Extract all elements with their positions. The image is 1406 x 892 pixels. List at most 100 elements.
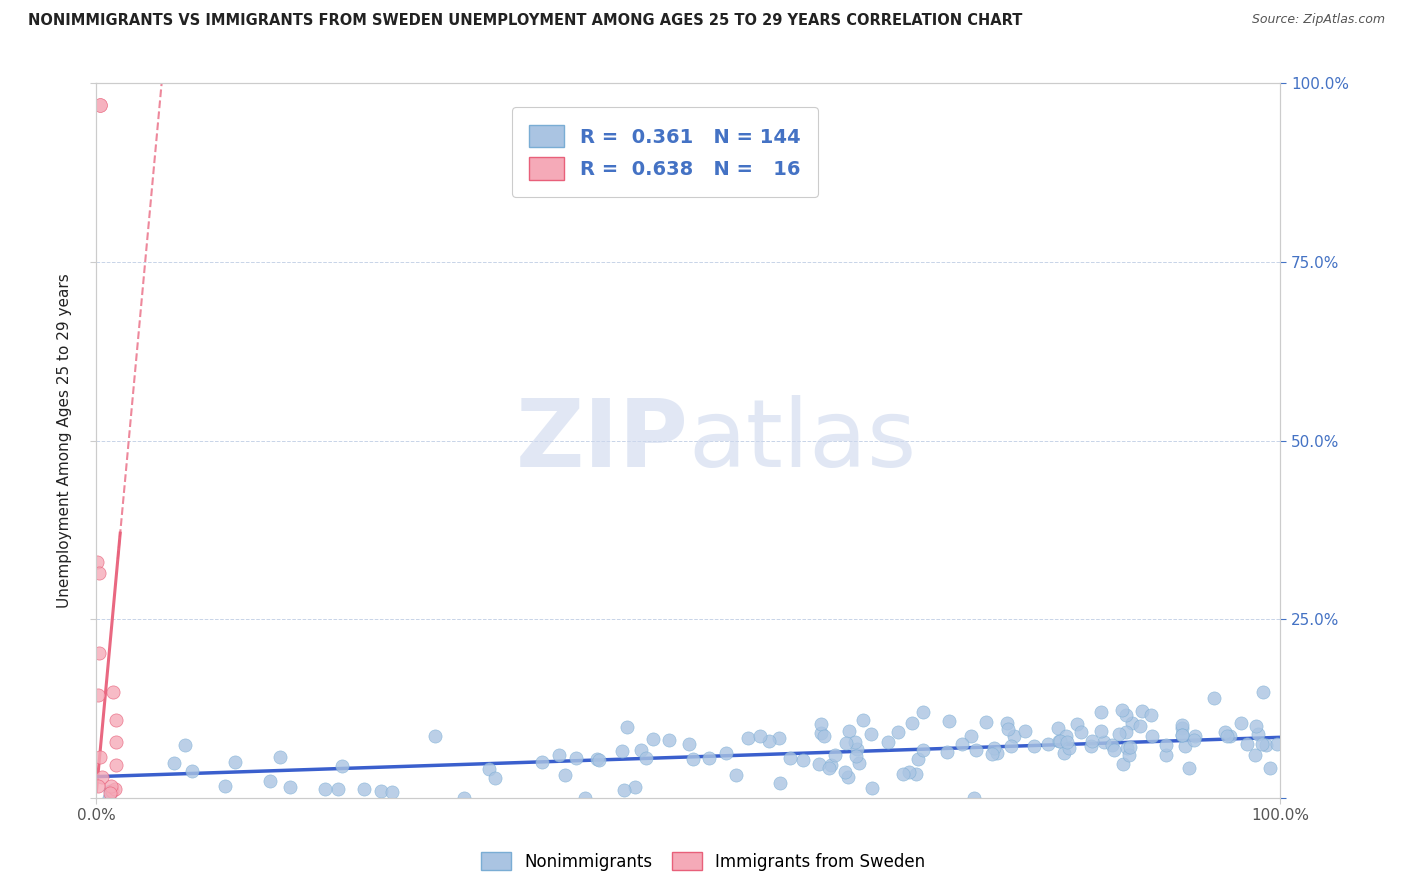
Point bbox=[1070, 725, 1092, 739]
Point bbox=[610, 744, 633, 758]
Point bbox=[224, 755, 246, 769]
Point bbox=[965, 743, 987, 757]
Point bbox=[1080, 739, 1102, 754]
Legend: Nonimmigrants, Immigrants from Sweden: Nonimmigrants, Immigrants from Sweden bbox=[472, 844, 934, 880]
Point bbox=[820, 758, 842, 772]
Point bbox=[678, 737, 700, 751]
Point bbox=[478, 762, 501, 776]
Point bbox=[898, 765, 921, 780]
Point bbox=[980, 747, 1002, 762]
Point bbox=[1184, 733, 1206, 747]
Point bbox=[1213, 725, 1236, 739]
Point bbox=[891, 766, 914, 780]
Point bbox=[531, 755, 554, 769]
Point bbox=[835, 736, 858, 750]
Point bbox=[163, 756, 186, 771]
Point bbox=[87, 779, 110, 793]
Point bbox=[1108, 727, 1130, 741]
Point bbox=[1118, 748, 1140, 763]
Point bbox=[1066, 716, 1088, 731]
Point bbox=[1054, 729, 1077, 743]
Text: NONIMMIGRANTS VS IMMIGRANTS FROM SWEDEN UNEMPLOYMENT AMONG AGES 25 TO 29 YEARS C: NONIMMIGRANTS VS IMMIGRANTS FROM SWEDEN … bbox=[28, 13, 1022, 29]
Point bbox=[877, 734, 900, 748]
Point bbox=[852, 713, 875, 727]
Point bbox=[574, 791, 596, 805]
Point bbox=[901, 716, 924, 731]
Point bbox=[1243, 747, 1265, 762]
Point bbox=[860, 780, 883, 795]
Point bbox=[912, 743, 935, 757]
Point bbox=[1022, 739, 1045, 753]
Point bbox=[912, 705, 935, 719]
Point bbox=[724, 768, 747, 782]
Point bbox=[353, 782, 375, 797]
Point bbox=[1056, 735, 1078, 749]
Point bbox=[1111, 703, 1133, 717]
Point bbox=[370, 783, 392, 797]
Point bbox=[974, 714, 997, 729]
Point bbox=[214, 779, 236, 793]
Point bbox=[813, 730, 835, 744]
Point bbox=[1047, 721, 1070, 735]
Point bbox=[1171, 728, 1194, 742]
Point bbox=[1177, 761, 1199, 775]
Point bbox=[423, 729, 446, 743]
Point bbox=[1092, 734, 1115, 748]
Point bbox=[1047, 734, 1070, 748]
Point bbox=[86, 555, 108, 569]
Point bbox=[1171, 721, 1194, 735]
Point bbox=[484, 771, 506, 785]
Point bbox=[1014, 723, 1036, 738]
Point bbox=[1258, 761, 1281, 775]
Point bbox=[845, 749, 868, 764]
Point bbox=[278, 780, 301, 794]
Point bbox=[314, 782, 336, 797]
Point bbox=[995, 716, 1018, 731]
Point bbox=[1267, 737, 1289, 751]
Point bbox=[453, 791, 475, 805]
Point bbox=[1236, 737, 1258, 751]
Point bbox=[1246, 726, 1268, 740]
Point bbox=[714, 747, 737, 761]
Point bbox=[613, 782, 636, 797]
Point bbox=[818, 761, 841, 775]
Point bbox=[1129, 719, 1152, 733]
Point bbox=[846, 741, 869, 756]
Point bbox=[807, 757, 830, 772]
Point bbox=[548, 747, 571, 762]
Point bbox=[844, 735, 866, 749]
Text: ZIP: ZIP bbox=[516, 395, 689, 487]
Point bbox=[1090, 724, 1112, 739]
Point bbox=[658, 733, 681, 747]
Point bbox=[1130, 704, 1153, 718]
Point bbox=[1049, 734, 1071, 748]
Point bbox=[1253, 685, 1275, 699]
Point bbox=[1154, 747, 1177, 762]
Point bbox=[1174, 739, 1197, 753]
Point bbox=[938, 714, 960, 728]
Text: Source: ZipAtlas.com: Source: ZipAtlas.com bbox=[1251, 13, 1385, 27]
Point bbox=[749, 729, 772, 743]
Point bbox=[935, 745, 957, 759]
Point bbox=[104, 757, 127, 772]
Point bbox=[1254, 738, 1277, 752]
Point bbox=[89, 98, 111, 112]
Point bbox=[824, 748, 846, 763]
Point bbox=[907, 752, 929, 766]
Point bbox=[1246, 718, 1268, 732]
Point bbox=[641, 732, 664, 747]
Point bbox=[758, 734, 780, 748]
Point bbox=[98, 783, 121, 797]
Point bbox=[1081, 733, 1104, 747]
Point bbox=[1057, 741, 1080, 756]
Point bbox=[89, 750, 111, 764]
Point bbox=[269, 750, 291, 764]
Point bbox=[1119, 740, 1142, 755]
Point bbox=[100, 779, 122, 793]
Point bbox=[737, 731, 759, 745]
Point bbox=[91, 770, 114, 784]
Point bbox=[1053, 747, 1076, 761]
Point bbox=[87, 688, 110, 702]
Point bbox=[1115, 707, 1137, 722]
Point bbox=[1140, 729, 1163, 743]
